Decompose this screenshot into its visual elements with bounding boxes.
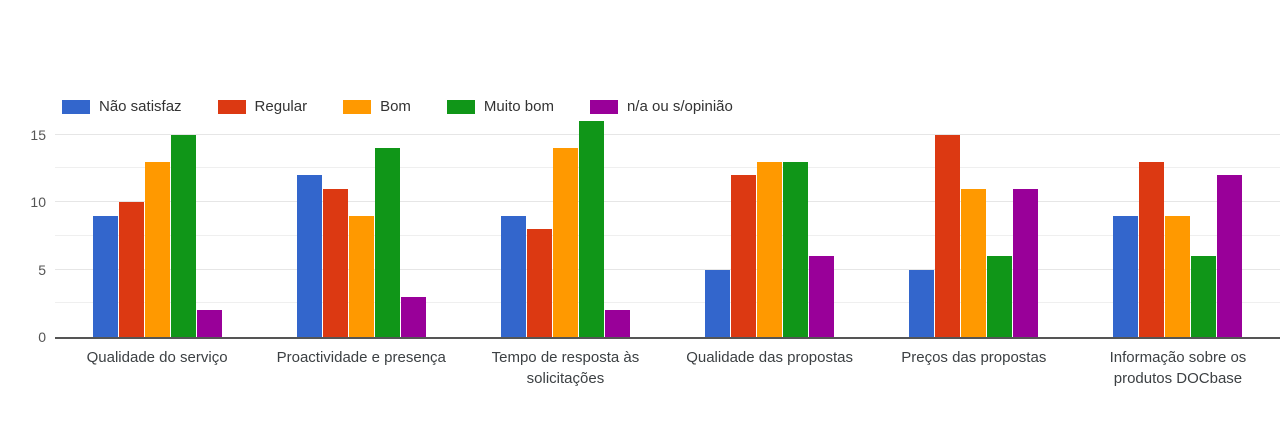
legend-swatch-icon xyxy=(217,99,246,114)
legend-label: Não satisfaz xyxy=(99,98,182,115)
bar-group-5 xyxy=(872,110,1076,337)
bar-muito-bom xyxy=(170,134,196,337)
bar-regular xyxy=(526,229,552,337)
y-tick-label: 15 xyxy=(30,126,46,143)
legend-swatch-icon xyxy=(589,99,618,114)
legend-swatch-icon xyxy=(343,99,372,114)
legend-item-2: Regular xyxy=(217,98,308,115)
bar-bom xyxy=(961,188,987,337)
bar-n-a-ou-s-opini-o xyxy=(400,296,426,337)
bar-muito-bom xyxy=(578,121,604,337)
bar-muito-bom xyxy=(374,148,400,337)
y-tick-label: 0 xyxy=(38,329,46,345)
y-tick-label: 5 xyxy=(38,261,46,278)
x-axis-category-label: Qualidade das propostas xyxy=(686,349,853,366)
legend-swatch-icon xyxy=(446,99,475,114)
bar-muito-bom xyxy=(1191,256,1217,337)
bar-n-a-ou-s-opini-o xyxy=(604,310,630,337)
bar-group-2 xyxy=(259,110,463,337)
x-axis-category-label: Qualidade do serviço xyxy=(86,349,228,366)
gridline-minor xyxy=(55,234,1280,236)
bar-regular xyxy=(1139,161,1165,337)
legend-item-1: Não satisfaz xyxy=(62,98,182,115)
bar-n-a-ou-s-opini-o xyxy=(809,256,835,337)
bar-n-a-ou-s-opini-o xyxy=(1217,175,1243,337)
bar-n-a-ou-s-opini-o xyxy=(196,310,222,337)
bar-muito-bom xyxy=(987,256,1013,337)
bar-n-o-satisfaz xyxy=(296,175,322,337)
bar-regular xyxy=(935,134,961,337)
bar-bom xyxy=(348,215,374,337)
y-axis: 0 5 10 15 xyxy=(0,110,46,346)
gridline xyxy=(55,201,1280,202)
x-axis-baseline xyxy=(55,337,1280,339)
x-axis-category-label: Proactividade e presença xyxy=(276,349,446,366)
gridline xyxy=(55,133,1280,135)
legend-swatch-icon xyxy=(62,99,90,114)
bar-n-o-satisfaz xyxy=(92,215,118,337)
bar-n-o-satisfaz xyxy=(705,269,731,337)
bar-n-o-satisfaz xyxy=(1113,215,1139,337)
legend-label: n/a ou s/opinião xyxy=(626,98,733,115)
bar-group-4 xyxy=(668,110,872,337)
bar-regular xyxy=(118,202,144,337)
gridline-minor xyxy=(55,302,1280,304)
x-axis-category-label: Preços das propostas xyxy=(901,349,1047,366)
bar-bom xyxy=(757,161,783,337)
gridline-minor xyxy=(55,167,1280,169)
bar-n-o-satisfaz xyxy=(909,269,935,337)
bar-group-1 xyxy=(55,110,259,337)
bar-n-a-ou-s-opini-o xyxy=(1013,188,1039,337)
bar-bom xyxy=(144,161,170,337)
plot-area xyxy=(55,110,1280,339)
legend-label: Muito bom xyxy=(483,98,554,115)
x-axis-category-label: Tempo de resposta às solicitações xyxy=(491,349,640,387)
bar-bom xyxy=(1165,215,1191,337)
x-axis-category-label: Informação sobre os produtos DOCbase xyxy=(1109,349,1247,387)
bar-regular xyxy=(322,188,348,337)
y-tick-label: 10 xyxy=(30,194,46,210)
bar-n-o-satisfaz xyxy=(500,215,526,337)
gridline xyxy=(55,268,1280,270)
bar-group-3 xyxy=(463,110,667,337)
legend-item-4: Muito bom xyxy=(446,98,554,115)
legend-label: Regular xyxy=(254,98,308,115)
legend-label: Bom xyxy=(380,98,411,115)
legend-item-3: Bom xyxy=(343,98,411,115)
bar-bom xyxy=(552,148,578,337)
legend-item-5: n/a ou s/opinião xyxy=(589,98,733,115)
bar-muito-bom xyxy=(783,161,809,337)
bar-group-6 xyxy=(1076,110,1280,337)
bar-regular xyxy=(731,175,757,337)
bars-row xyxy=(55,110,1280,337)
x-axis-labels: Qualidade do serviço Proactividade e pres… xyxy=(55,347,1280,389)
chart-legend: Não satisfaz Regular Bom Muito bom n/a ou s/… xyxy=(62,98,769,115)
